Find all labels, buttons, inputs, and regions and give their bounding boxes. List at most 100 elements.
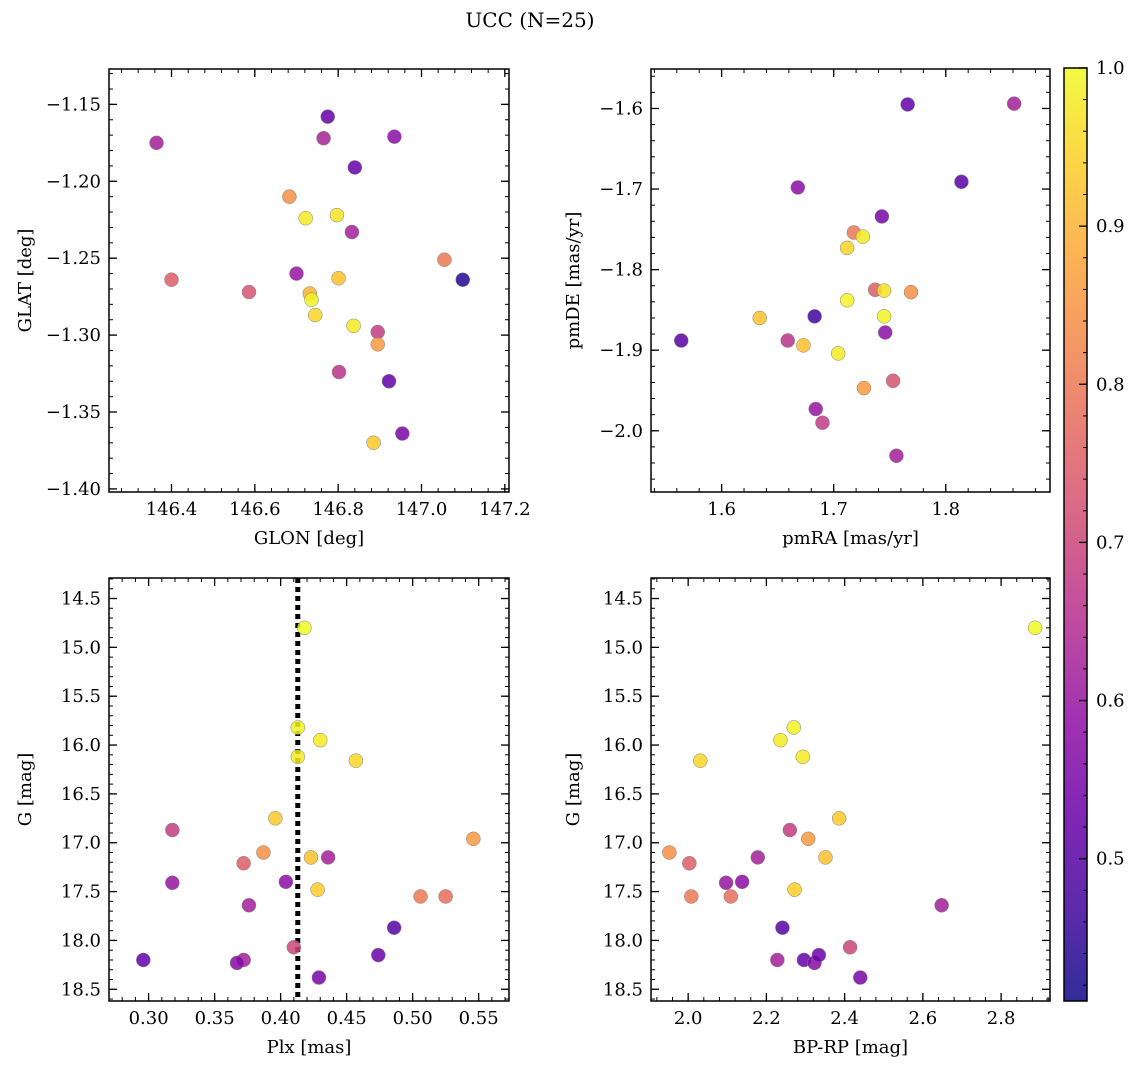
data-point xyxy=(297,620,312,636)
data-point xyxy=(818,850,833,865)
data-point xyxy=(796,338,811,353)
data-point xyxy=(795,749,811,765)
x-tick-label: 0.45 xyxy=(327,1008,367,1029)
data-point xyxy=(286,940,302,955)
data-point xyxy=(808,401,824,417)
data-point xyxy=(855,229,871,244)
data-point xyxy=(876,309,892,324)
data-point xyxy=(839,240,855,256)
data-point xyxy=(877,325,893,340)
data-point xyxy=(344,224,360,240)
x-tick-label: 2.6 xyxy=(909,1008,938,1029)
data-point xyxy=(348,753,364,768)
y-tick-label: −1.15 xyxy=(46,94,101,115)
data-point xyxy=(366,435,381,451)
x-tick-label: 2.2 xyxy=(752,1008,781,1029)
minor-ticks xyxy=(651,69,1050,492)
data-point xyxy=(693,753,708,768)
colorbar-gradient xyxy=(1063,67,1088,1002)
data-point xyxy=(386,920,402,935)
data-point xyxy=(830,346,846,361)
data-point xyxy=(387,129,402,144)
x-tick-label: 1.7 xyxy=(819,499,848,520)
data-point xyxy=(674,333,689,348)
y-tick-label: −1.30 xyxy=(46,325,101,346)
scatter-points xyxy=(149,109,470,451)
y-tick-label: −1.9 xyxy=(599,340,643,361)
y-tick-label: −1.6 xyxy=(599,98,643,119)
figure-title: UCC (N=25) xyxy=(465,8,594,32)
y-axis-label: GLAT [deg] xyxy=(15,229,36,333)
data-point xyxy=(329,207,345,223)
x-tick-label: 2.8 xyxy=(987,1008,1016,1029)
data-point xyxy=(149,135,164,151)
x-tick-label: 1.8 xyxy=(931,499,960,520)
y-tick-label: −2.0 xyxy=(599,421,643,442)
data-point xyxy=(241,898,257,913)
data-point xyxy=(1006,96,1022,111)
data-point xyxy=(662,845,677,860)
data-point xyxy=(1027,620,1043,636)
data-point xyxy=(256,845,271,860)
data-point xyxy=(775,920,790,935)
plot-frame xyxy=(650,68,1051,493)
x-axis-label: pmRA [mas/yr] xyxy=(782,528,919,549)
data-point xyxy=(885,373,901,389)
y-tick-label: 15.5 xyxy=(61,686,101,707)
data-point xyxy=(874,209,890,224)
data-point xyxy=(438,889,453,904)
data-point xyxy=(304,292,319,307)
x-tick-label: 2.0 xyxy=(674,1008,703,1029)
data-point xyxy=(268,811,283,826)
y-tick-label: 18.5 xyxy=(603,979,643,1000)
colorbar-tick-label: 0.7 xyxy=(1096,532,1125,553)
y-axis-label: G [mag] xyxy=(15,753,36,826)
data-point xyxy=(876,283,892,298)
y-tick-label: 16.0 xyxy=(61,735,101,756)
data-point xyxy=(282,189,297,204)
data-point xyxy=(954,174,969,190)
data-point xyxy=(718,875,734,891)
y-tick-label: 15.0 xyxy=(61,637,101,658)
data-point xyxy=(780,333,795,348)
x-axis-label: GLON [deg] xyxy=(254,528,364,549)
y-tick-label: −1.20 xyxy=(46,171,101,192)
data-point xyxy=(320,109,335,124)
colorbar-tick-label: 0.8 xyxy=(1096,374,1125,395)
data-point xyxy=(289,266,304,281)
data-point xyxy=(900,97,915,112)
data-point xyxy=(308,307,323,323)
x-axis-label: BP-RP [mag] xyxy=(793,1037,908,1058)
data-point xyxy=(466,831,481,847)
y-tick-label: −1.40 xyxy=(46,479,101,500)
x-tick-label: 0.55 xyxy=(459,1008,499,1029)
y-axis-label: pmDE [mas/yr] xyxy=(563,212,584,350)
data-point xyxy=(164,272,179,287)
data-point xyxy=(136,952,151,968)
data-point xyxy=(773,732,788,748)
y-tick-label: 16.0 xyxy=(603,735,643,756)
data-point xyxy=(815,415,830,430)
panel-plx-g: 0.30 0.35 0.40 0.45 0.50 0.55 14.5 15.0 15.5 16.0… xyxy=(15,577,510,1058)
data-point xyxy=(395,426,410,441)
panels-group: 146.4 146.6 146.8 147.0 147.2 −1.40 −1.35 −1.30… xyxy=(15,68,1051,1058)
data-point xyxy=(312,732,328,748)
plot-frame xyxy=(108,68,510,493)
y-tick-label: −1.8 xyxy=(599,260,643,281)
data-point xyxy=(839,292,855,308)
colorbar: 0.5 0.6 0.7 0.8 0.9 1.0 xyxy=(1063,58,1125,1002)
x-tick-label: 146.6 xyxy=(229,499,281,520)
data-point xyxy=(229,955,245,971)
data-point xyxy=(370,324,385,340)
data-point xyxy=(310,882,325,897)
y-tick-label: 17.0 xyxy=(603,833,643,854)
data-point xyxy=(381,374,397,389)
y-tick-label: −1.7 xyxy=(599,179,643,200)
scatter-points xyxy=(662,620,1043,985)
data-point xyxy=(331,364,347,380)
y-tick-label: 17.5 xyxy=(61,882,101,903)
x-tick-label: 0.50 xyxy=(393,1008,433,1029)
data-point xyxy=(165,875,180,891)
